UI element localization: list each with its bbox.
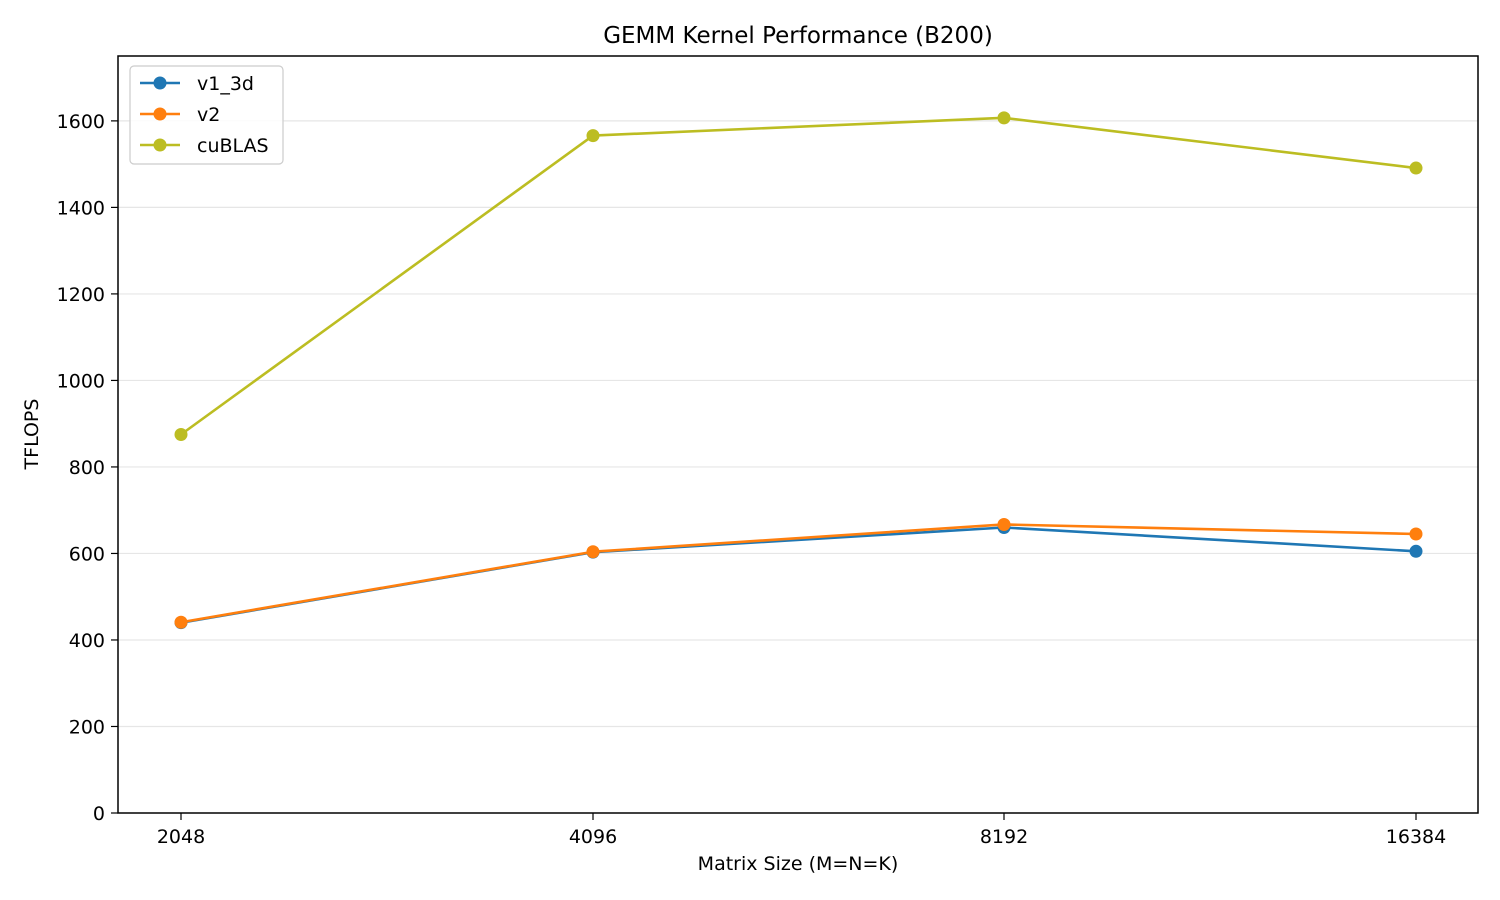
y-tick-label: 1000	[57, 370, 105, 392]
legend-label-v2: v2	[197, 104, 220, 126]
x-axis: 2048 4096 8192 16384	[157, 813, 1446, 848]
legend-label-cuBLAS: cuBLAS	[197, 135, 269, 157]
data-point-v2	[1409, 527, 1423, 541]
legend-marker-cuBLAS	[153, 138, 167, 152]
data-point-v2	[997, 517, 1011, 531]
y-tick-label: 200	[69, 716, 105, 738]
data-point-v2	[174, 615, 188, 629]
legend-marker-v1_3d	[153, 76, 167, 90]
data-point-cuBLAS	[586, 129, 600, 143]
legend-label-v1_3d: v1_3d	[197, 73, 254, 95]
y-tick-label: 800	[69, 457, 105, 479]
y-tick-label: 1600	[57, 111, 105, 133]
x-tick-label: 16384	[1386, 826, 1446, 848]
gridlines	[118, 120, 1478, 728]
y-axis-label: TFLOPS	[21, 399, 43, 471]
series-line-cuBLAS	[180, 116, 1417, 436]
chart-title: GEMM Kernel Performance (B200)	[603, 23, 993, 49]
x-tick-label: 4096	[569, 826, 617, 848]
series-line-v2	[180, 523, 1417, 624]
series-layer	[174, 111, 1423, 630]
legend-marker-v2	[153, 107, 167, 121]
x-tick-label: 2048	[157, 826, 205, 848]
y-tick-label: 400	[69, 630, 105, 652]
data-point-cuBLAS	[1409, 161, 1423, 175]
series-line-v1_3d	[180, 526, 1417, 624]
y-tick-label: 1400	[57, 197, 105, 219]
legend: v1_3d v2 cuBLAS	[129, 65, 284, 165]
y-tick-label: 0	[93, 803, 105, 825]
data-point-cuBLAS	[174, 428, 188, 441]
y-tick-label: 1200	[57, 284, 105, 306]
plot-frame	[117, 55, 1479, 814]
y-tick-label: 600	[69, 543, 105, 565]
x-tick-label: 8192	[980, 826, 1028, 848]
data-point-v2	[586, 545, 600, 559]
data-point-v1_3d	[1409, 544, 1423, 558]
x-axis-label: Matrix Size (M=N=K)	[698, 853, 899, 875]
legend-box	[129, 65, 284, 165]
data-point-cuBLAS	[997, 111, 1011, 125]
y-axis: 0 200 400 600 800 1000 1200 1400 1600	[57, 111, 118, 825]
